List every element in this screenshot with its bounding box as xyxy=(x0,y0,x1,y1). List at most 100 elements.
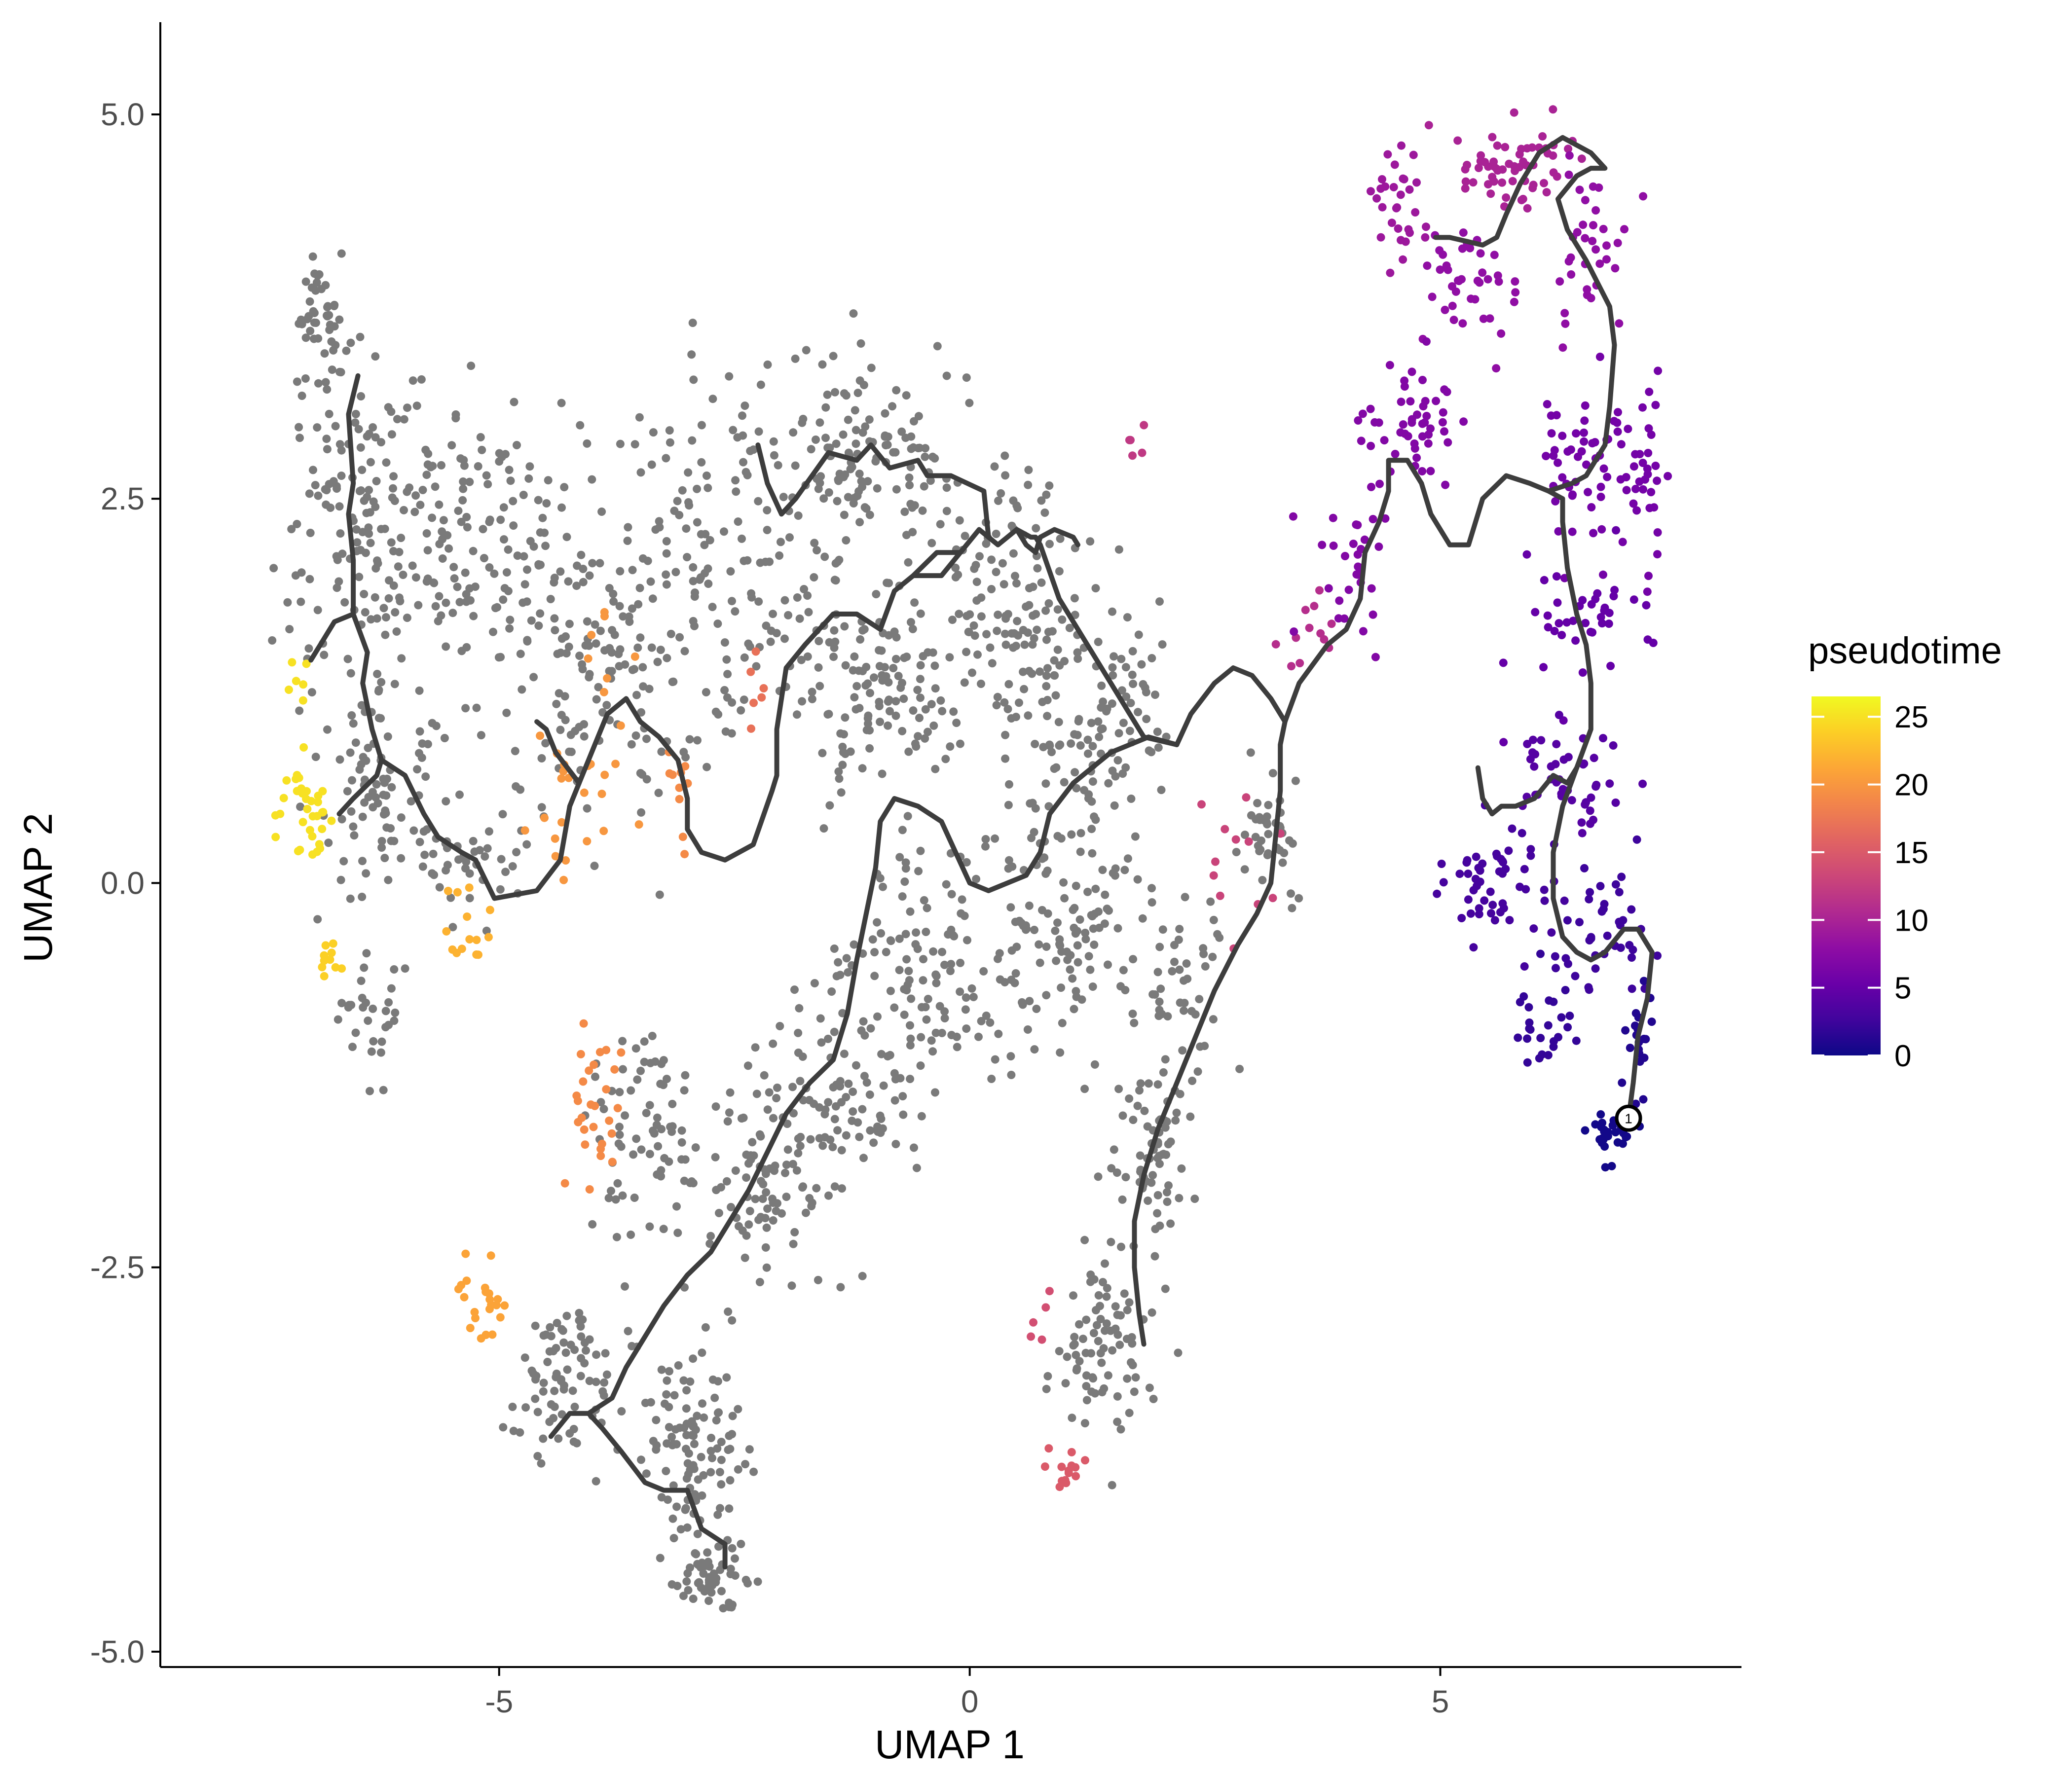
cell-point xyxy=(371,503,380,511)
cell-point xyxy=(557,1325,566,1334)
cell-point xyxy=(1457,914,1466,922)
cell-point xyxy=(1191,1010,1200,1019)
cell-point xyxy=(854,666,863,675)
cell-point xyxy=(1020,640,1029,649)
cell-point xyxy=(1522,550,1531,559)
cell-point xyxy=(635,413,644,422)
cell-point xyxy=(927,700,936,709)
cell-point xyxy=(534,496,543,505)
cell-point xyxy=(1580,759,1589,768)
cell-point xyxy=(1558,473,1567,482)
cell-point xyxy=(655,517,664,526)
cell-point xyxy=(652,1415,661,1424)
cell-point xyxy=(1498,869,1507,878)
cell-point xyxy=(738,534,746,543)
cell-point xyxy=(838,742,847,751)
cell-point xyxy=(642,1109,651,1118)
cell-point xyxy=(351,1028,360,1037)
cell-point xyxy=(415,837,424,846)
cell-point xyxy=(876,1111,885,1120)
cell-point xyxy=(516,785,525,794)
cell-point xyxy=(536,609,545,618)
cell-point xyxy=(505,466,514,474)
cell-point xyxy=(485,563,494,572)
cell-point xyxy=(596,626,605,635)
cell-point xyxy=(958,895,966,904)
cell-point xyxy=(972,578,981,586)
cell-point xyxy=(956,987,964,996)
cell-point xyxy=(693,1412,702,1420)
cell-point xyxy=(435,500,444,509)
trajectory-branch xyxy=(1475,765,1580,817)
cell-point xyxy=(382,791,391,800)
cell-point xyxy=(566,730,575,739)
cell-point xyxy=(1088,777,1097,786)
cell-point xyxy=(1578,668,1587,677)
cell-point xyxy=(717,1183,725,1192)
cell-point xyxy=(485,906,494,914)
cell-point xyxy=(1376,233,1385,242)
cell-point xyxy=(1647,431,1656,439)
cell-point xyxy=(442,927,451,936)
cell-point xyxy=(1583,285,1591,294)
cell-point xyxy=(525,462,534,471)
cell-point xyxy=(1476,249,1485,258)
cell-point xyxy=(972,874,981,883)
cell-point xyxy=(799,1096,808,1105)
cell-point xyxy=(695,575,704,584)
cell-point xyxy=(357,760,366,769)
cell-point xyxy=(1367,584,1376,593)
cell-point xyxy=(1653,528,1662,537)
cell-point xyxy=(1148,1171,1157,1180)
cell-point xyxy=(673,1229,682,1237)
cell-point xyxy=(1114,545,1123,554)
cell-point xyxy=(1498,165,1507,174)
cell-point xyxy=(377,525,386,534)
cell-point xyxy=(873,1127,882,1136)
cell-point xyxy=(418,862,427,871)
cell-point xyxy=(853,492,862,500)
cell-point xyxy=(686,1563,694,1572)
cell-point xyxy=(1399,420,1407,429)
cell-point xyxy=(1133,875,1142,884)
cell-point xyxy=(795,614,804,623)
cell-point xyxy=(1037,578,1046,587)
cell-point xyxy=(461,864,470,873)
cell-point xyxy=(337,249,346,258)
cell-point xyxy=(901,864,910,873)
cell-point xyxy=(1400,175,1408,183)
cell-point xyxy=(611,760,620,768)
cell-point xyxy=(1595,259,1604,268)
cell-point xyxy=(1622,486,1631,495)
cell-point xyxy=(1519,992,1528,1001)
cell-point xyxy=(1107,1164,1116,1173)
x-axis-title: UMAP 1 xyxy=(875,1722,1025,1767)
cell-point xyxy=(1135,1086,1144,1095)
cell-point xyxy=(904,747,913,756)
cell-point xyxy=(581,1140,590,1149)
cell-point xyxy=(563,1365,572,1374)
cell-point xyxy=(772,1094,781,1102)
cell-point xyxy=(1206,897,1215,906)
cell-point xyxy=(561,632,570,641)
cell-point xyxy=(823,710,832,719)
cell-point xyxy=(585,571,594,580)
cell-point xyxy=(457,517,466,526)
cell-point xyxy=(849,1088,857,1096)
cell-point xyxy=(820,1110,829,1119)
cell-point xyxy=(1044,1444,1053,1453)
cell-point xyxy=(692,1550,701,1559)
cell-point xyxy=(834,958,843,967)
cell-point xyxy=(900,985,909,994)
cell-point xyxy=(860,625,869,634)
cell-point xyxy=(1113,756,1122,764)
cell-point xyxy=(1107,1237,1115,1246)
cell-point xyxy=(1035,940,1043,949)
cell-point xyxy=(431,482,440,491)
cell-point xyxy=(1643,587,1652,596)
cell-point xyxy=(1162,1117,1171,1126)
cell-point xyxy=(1295,659,1304,667)
cell-point xyxy=(448,609,457,617)
cell-point xyxy=(986,643,995,652)
cell-point xyxy=(415,727,424,736)
